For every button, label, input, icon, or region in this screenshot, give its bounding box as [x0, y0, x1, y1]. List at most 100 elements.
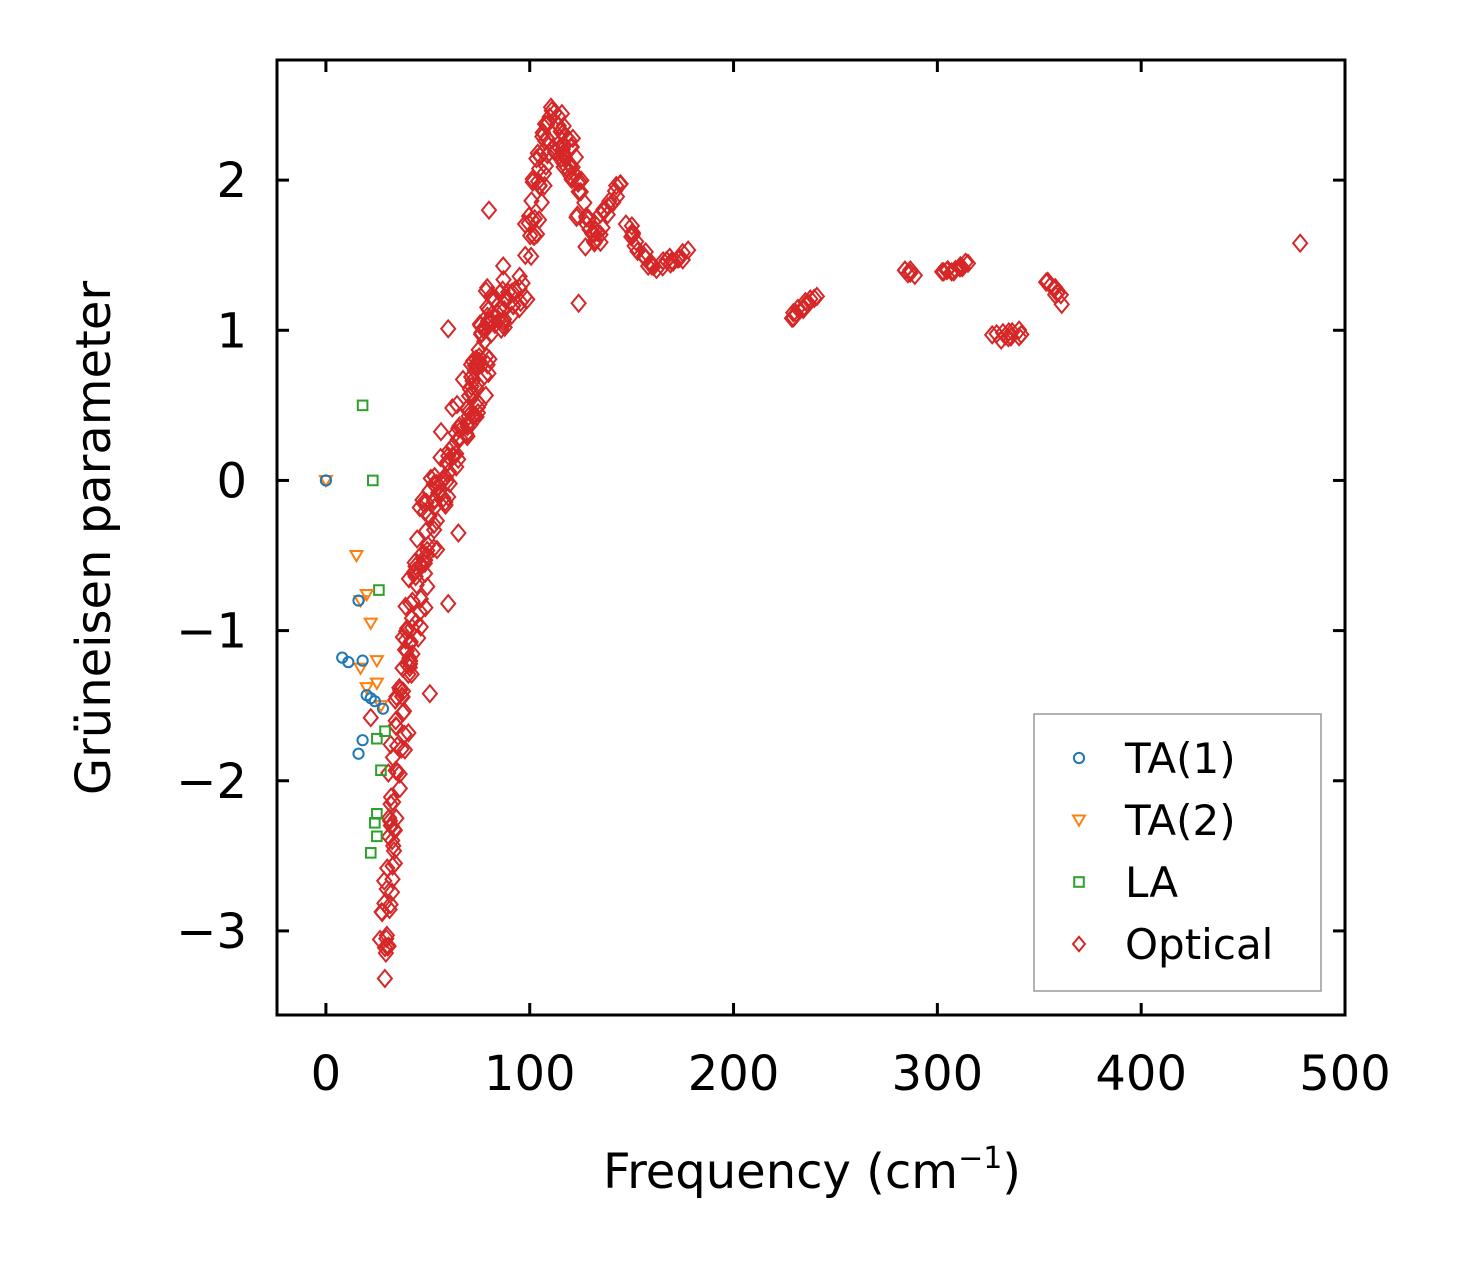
point-optical: [808, 286, 826, 307]
point-optical: [382, 894, 399, 915]
point-optical: [388, 808, 405, 829]
axis-ticks: 0 100 200 300 400 500 2 1 0 −1 −2 −3: [176, 60, 1391, 1102]
y-tick-label: 0: [216, 453, 247, 509]
x-tick-label: 0: [311, 1046, 342, 1102]
point-optical: [516, 286, 534, 307]
point-la: [364, 847, 377, 859]
point-optical: [463, 376, 480, 397]
point-optical: [425, 491, 443, 512]
point-optical: [464, 351, 482, 372]
plot-area-frame: [275, 58, 1347, 1017]
point-optical: [623, 215, 641, 236]
legend-label: TA(2): [1124, 796, 1236, 845]
point-ta-1: [319, 474, 333, 487]
point-optical: [386, 820, 404, 841]
point-optical: [526, 226, 543, 247]
point-optical: [671, 248, 688, 269]
point-optical: [387, 710, 405, 731]
point-optical: [483, 285, 500, 306]
point-ta-1: [342, 656, 355, 669]
point-optical: [1291, 233, 1309, 254]
point-optical: [388, 686, 405, 707]
y-tick-label: −3: [176, 904, 247, 960]
point-optical: [447, 443, 465, 464]
point-optical: [1003, 321, 1021, 342]
x-tick-label: 300: [892, 1046, 984, 1102]
point-ta-1: [356, 654, 369, 667]
point-optical: [479, 312, 497, 333]
point-optical: [400, 722, 417, 743]
point-optical: [556, 147, 573, 168]
point-optical: [425, 519, 443, 540]
y-tick-label: 2: [216, 153, 247, 209]
point-optical: [497, 288, 514, 309]
point-optical: [397, 621, 415, 642]
point-ta-2: [358, 682, 375, 696]
point-optical: [378, 925, 396, 946]
point-optical: [444, 398, 461, 418]
point-optical: [674, 242, 692, 263]
legend-marker-la: [1073, 876, 1085, 888]
point-optical: [384, 856, 401, 877]
point-optical: [407, 566, 424, 587]
x-axis-title-superscript: −1: [958, 1141, 1002, 1176]
point-optical: [530, 158, 548, 179]
point-optical: [458, 426, 476, 447]
point-optical: [539, 144, 556, 165]
point-optical: [1010, 326, 1028, 347]
x-tick-label: 500: [1299, 1046, 1391, 1102]
point-optical: [555, 116, 572, 137]
point-optical: [511, 266, 528, 287]
point-optical: [639, 256, 657, 277]
point-optical: [417, 597, 434, 618]
point-la: [373, 584, 385, 596]
point-optical: [580, 208, 597, 229]
point-optical: [624, 225, 641, 246]
point-optical: [494, 256, 512, 276]
point-optical: [564, 128, 582, 149]
point-optical: [418, 576, 436, 597]
point-optical: [802, 289, 819, 309]
legend-label: LA: [1125, 858, 1178, 907]
legend-label: Optical: [1125, 920, 1273, 969]
x-tick-label: 200: [688, 1046, 780, 1102]
point-optical: [523, 209, 541, 230]
point-optical: [997, 325, 1014, 346]
point-optical: [536, 175, 553, 196]
point-optical: [477, 385, 495, 406]
point-optical: [378, 928, 395, 949]
legend-frame: [1033, 713, 1322, 992]
point-optical: [384, 747, 402, 768]
point-optical: [901, 263, 919, 284]
point-optical: [380, 763, 397, 783]
point-optical: [376, 937, 394, 958]
point-optical: [381, 899, 398, 920]
point-optical: [396, 639, 414, 660]
point-optical: [375, 870, 393, 891]
point-optical: [396, 739, 414, 760]
x-tick-label: 100: [484, 1046, 576, 1102]
point-la: [375, 764, 387, 777]
point-optical: [495, 309, 513, 330]
point-optical: [398, 618, 416, 639]
point-optical: [421, 505, 438, 526]
point-optical: [480, 363, 497, 384]
point-optical: [376, 968, 394, 989]
point-la: [371, 732, 383, 745]
legend-marker-optical: [1071, 935, 1087, 953]
point-optical: [439, 593, 457, 614]
point-optical: [570, 293, 587, 314]
x-axis-title: Frequency (cm−1): [603, 1141, 1021, 1200]
point-optical: [494, 315, 512, 336]
point-optical: [362, 707, 380, 728]
point-optical: [530, 209, 548, 230]
point-optical: [471, 351, 488, 372]
point-optical: [607, 175, 625, 196]
x-axis-title-close: ): [1002, 1144, 1021, 1200]
point-optical: [627, 231, 645, 252]
point-ta-2: [348, 550, 365, 564]
point-optical: [408, 574, 425, 595]
point-optical: [408, 529, 426, 550]
point-optical: [951, 258, 969, 278]
point-ta-1: [376, 702, 390, 715]
